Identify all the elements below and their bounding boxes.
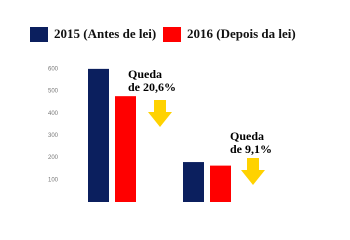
y-tick-label: 100 (48, 177, 59, 183)
bar (88, 68, 109, 202)
legend-label: 2015 (Antes de lei) (54, 26, 156, 41)
y-tick-label: 400 (48, 111, 59, 117)
annotation: de 9,1% (230, 142, 272, 156)
annotation: de 20,6% (128, 80, 176, 94)
bar (115, 96, 136, 202)
bar (183, 162, 204, 202)
legend-swatch (30, 27, 48, 42)
y-tick-label: 200 (48, 155, 59, 161)
annotation: Queda (230, 129, 264, 143)
arrow (148, 100, 172, 127)
arrow (241, 158, 265, 185)
y-tick-label: 500 (48, 89, 59, 95)
y-tick-label: 600 (48, 66, 59, 72)
y-tick-label: 300 (48, 133, 59, 139)
legend-label: 2016 (Depois da lei) (187, 26, 296, 41)
bar (210, 165, 231, 202)
annotation: Queda (128, 67, 162, 81)
chart: 2015 (Antes de lei) 2016 (Depois da lei) 1… (30, 25, 296, 202)
legend-swatch (163, 27, 181, 42)
